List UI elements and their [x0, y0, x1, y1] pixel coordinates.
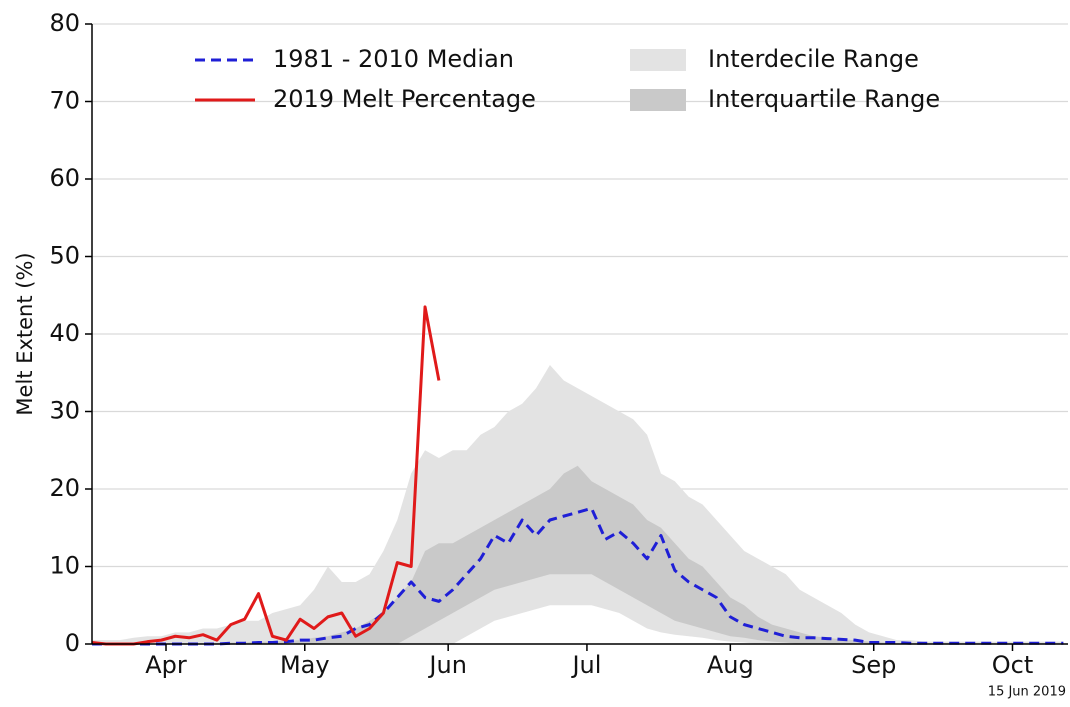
y-tick-label: 0 [65, 629, 80, 657]
x-tick-label: Jul [570, 651, 601, 679]
axes: 0 10 20 30 40 50 60 70 80 Apr May Jun Jul Aug Sep Oct [49, 9, 1068, 679]
grid [92, 23, 1068, 645]
x-tick-label: Jun [427, 651, 467, 679]
y-tick-label: 30 [49, 397, 80, 425]
legend-label: Interquartile Range [708, 85, 940, 113]
y-tick-label: 10 [49, 552, 80, 580]
legend-swatch [630, 49, 686, 71]
y-tick-label: 50 [49, 242, 80, 270]
range-band [92, 465, 1064, 644]
legend-label: Interdecile Range [708, 45, 919, 73]
x-tick-label: May [280, 651, 330, 679]
legend: 1981 - 2010 Median 2019 Melt Percentage In… [195, 45, 940, 113]
legend-label: 1981 - 2010 Median [273, 45, 514, 73]
y-tick-label: 20 [49, 474, 80, 502]
x-tick-label: Oct [992, 651, 1034, 679]
y-tick-label: 70 [49, 87, 80, 115]
x-tick-label: Aug [707, 651, 754, 679]
series-line [92, 506, 1064, 646]
y-axis-label: Melt Extent (%) [13, 252, 37, 415]
y-tick-label: 40 [49, 319, 80, 347]
x-tick-label: Sep [851, 651, 896, 679]
legend-swatch [630, 89, 686, 111]
annotation: 15 Jun 2019 [988, 685, 1066, 700]
y-tick-label: 80 [49, 9, 80, 37]
x-tick-label: Apr [145, 651, 187, 679]
y-tick-label: 60 [49, 164, 80, 192]
lines [91, 305, 1064, 646]
series-line [91, 305, 441, 646]
bands [92, 365, 1064, 644]
legend-label: 2019 Melt Percentage [273, 85, 536, 113]
